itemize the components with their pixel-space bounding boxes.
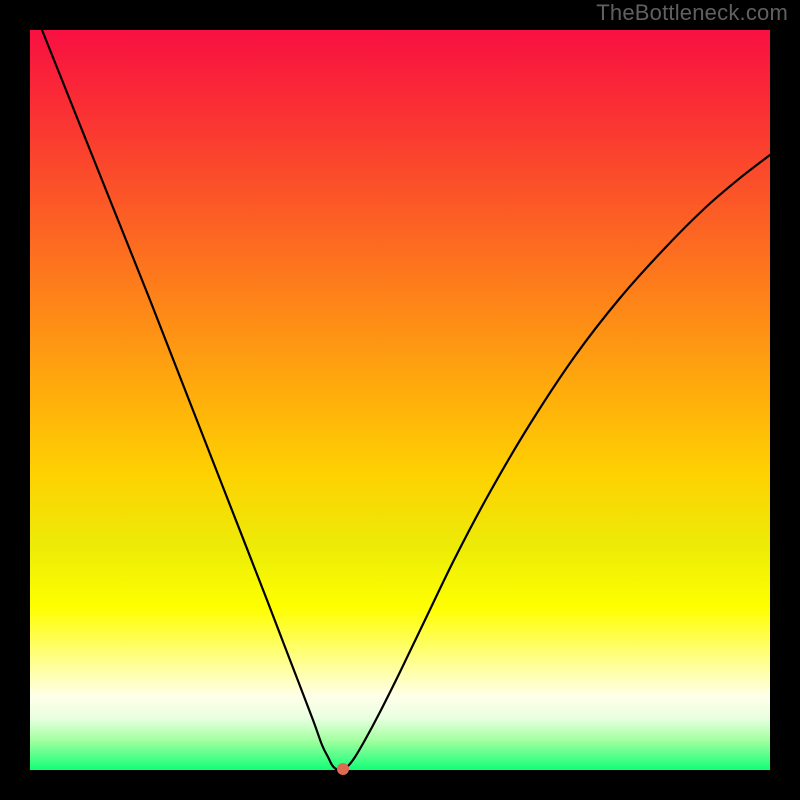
- chart-container: TheBottleneck.com: [0, 0, 800, 800]
- curve-layer: [0, 0, 800, 800]
- watermark-text: TheBottleneck.com: [596, 0, 788, 26]
- minimum-marker: [337, 763, 349, 775]
- bottleneck-curve: [30, 0, 770, 769]
